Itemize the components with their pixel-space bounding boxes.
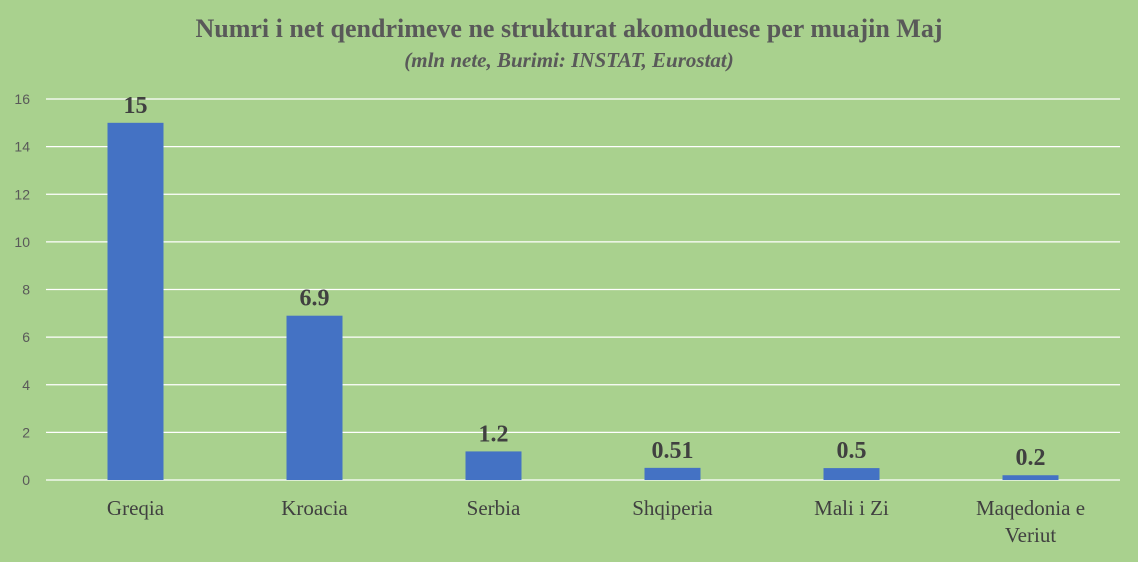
bar (107, 122, 164, 480)
chart-subtitle: (mln nete, Burimi: INSTAT, Eurostat) (404, 48, 734, 72)
x-tick-label: Shqiperia (632, 496, 713, 520)
bar (465, 451, 522, 480)
y-tick-label: 2 (22, 424, 30, 440)
data-label: 1.2 (479, 421, 509, 447)
y-tick-label: 16 (14, 91, 30, 107)
x-tick-label: Mali i Zi (814, 496, 889, 520)
y-tick-label: 0 (22, 472, 30, 488)
chart-title: Numri i net qendrimeve ne strukturat ako… (195, 14, 943, 43)
x-tick-label: Kroacia (281, 496, 348, 520)
data-label: 0.5 (837, 438, 867, 464)
data-label: 0.51 (652, 438, 694, 464)
data-label: 6.9 (300, 286, 330, 312)
y-tick-label: 12 (14, 186, 30, 202)
x-tick-label: Serbia (467, 496, 521, 520)
bar (1002, 475, 1059, 480)
x-tick-label: Greqia (107, 496, 165, 520)
y-tick-label: 10 (14, 234, 30, 250)
y-tick-label: 4 (22, 377, 30, 393)
bar (823, 468, 880, 480)
data-label: 0.2 (1016, 445, 1046, 471)
bar (644, 467, 701, 480)
x-tick-label: Maqedonia e Veriut (976, 496, 1085, 547)
data-label: 15 (124, 93, 148, 119)
y-tick-label: 14 (14, 139, 30, 155)
bar (286, 315, 343, 480)
y-tick-label: 6 (22, 329, 30, 345)
y-tick-label: 8 (22, 282, 30, 298)
